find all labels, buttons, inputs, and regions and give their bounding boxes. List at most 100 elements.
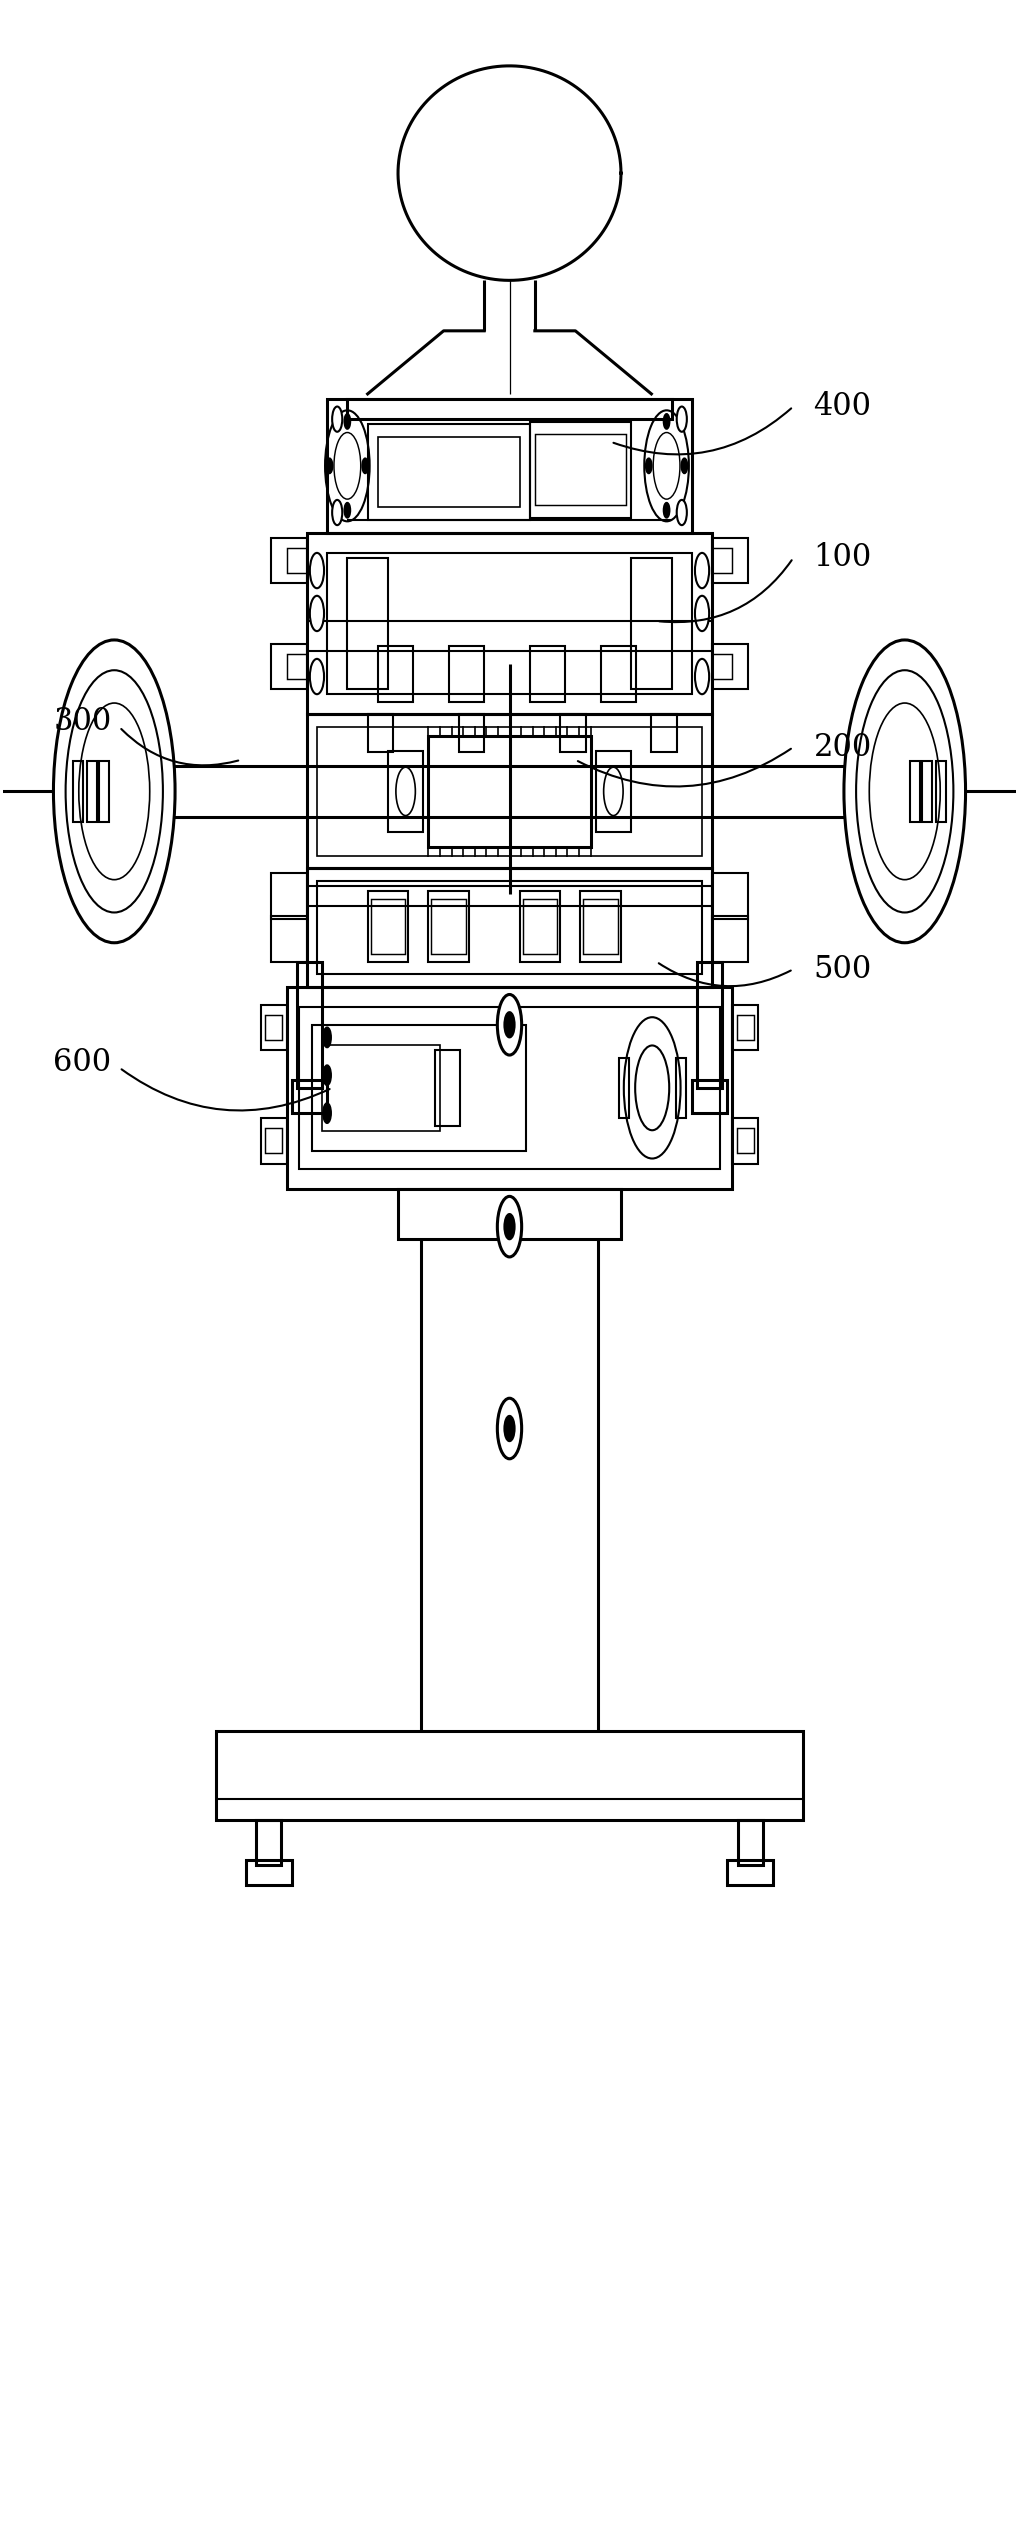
Bar xyxy=(737,1128,754,1153)
Text: 300: 300 xyxy=(53,706,112,738)
Bar xyxy=(271,873,307,918)
Bar xyxy=(286,986,733,1189)
Bar xyxy=(910,761,920,822)
Bar xyxy=(697,961,722,1087)
Circle shape xyxy=(323,1027,331,1047)
Bar xyxy=(307,867,712,986)
Bar xyxy=(347,400,672,420)
Bar xyxy=(368,425,530,521)
Bar xyxy=(261,1118,286,1163)
Bar xyxy=(368,890,409,961)
Bar xyxy=(560,713,586,751)
Circle shape xyxy=(695,660,709,693)
Bar xyxy=(692,1080,728,1113)
Circle shape xyxy=(332,501,342,526)
Bar xyxy=(317,726,702,855)
Bar xyxy=(317,880,702,974)
Bar xyxy=(291,1080,327,1113)
Circle shape xyxy=(504,1416,515,1442)
Bar xyxy=(631,559,672,690)
Bar xyxy=(87,761,97,822)
Circle shape xyxy=(497,994,522,1055)
Circle shape xyxy=(695,554,709,589)
Bar xyxy=(581,890,621,961)
Bar xyxy=(265,1128,282,1153)
Bar xyxy=(651,713,677,751)
Bar xyxy=(712,655,733,680)
Bar xyxy=(728,1859,773,1884)
Circle shape xyxy=(856,670,954,913)
Text: 500: 500 xyxy=(813,953,872,984)
Bar xyxy=(596,751,631,832)
Bar xyxy=(712,539,748,584)
Circle shape xyxy=(310,660,324,693)
Circle shape xyxy=(310,554,324,589)
Circle shape xyxy=(78,703,150,880)
Circle shape xyxy=(323,1065,331,1085)
Circle shape xyxy=(682,458,688,473)
Bar xyxy=(733,1004,758,1050)
Bar xyxy=(256,1821,281,1864)
Bar xyxy=(712,915,748,961)
Bar xyxy=(428,890,469,961)
Polygon shape xyxy=(398,66,621,281)
Bar xyxy=(523,898,557,953)
Circle shape xyxy=(695,597,709,632)
Bar xyxy=(271,539,307,584)
Bar xyxy=(712,645,748,690)
Circle shape xyxy=(53,640,175,943)
Bar xyxy=(535,435,626,506)
Bar xyxy=(530,647,566,701)
Circle shape xyxy=(344,503,351,518)
Bar xyxy=(530,422,631,518)
Bar xyxy=(216,1732,803,1821)
Bar xyxy=(448,647,484,701)
Bar xyxy=(271,645,307,690)
Text: 400: 400 xyxy=(813,392,871,422)
Circle shape xyxy=(869,703,941,880)
Bar xyxy=(271,915,307,961)
Bar xyxy=(388,751,423,832)
Bar xyxy=(368,713,393,751)
Text: 200: 200 xyxy=(813,731,872,764)
Bar xyxy=(286,655,307,680)
Bar xyxy=(922,761,932,822)
Bar xyxy=(246,1859,291,1884)
Bar xyxy=(584,898,618,953)
Bar xyxy=(327,400,692,534)
Bar xyxy=(371,898,406,953)
Circle shape xyxy=(663,415,669,430)
Bar xyxy=(286,549,307,574)
Circle shape xyxy=(504,1012,515,1037)
Circle shape xyxy=(504,1214,515,1239)
Circle shape xyxy=(497,1196,522,1257)
Text: 600: 600 xyxy=(53,1047,111,1077)
Bar xyxy=(297,961,322,1087)
Circle shape xyxy=(323,1103,331,1123)
Bar xyxy=(676,1057,686,1118)
Bar xyxy=(312,1024,526,1151)
Circle shape xyxy=(362,458,368,473)
Bar xyxy=(733,1118,758,1163)
Bar xyxy=(378,647,414,701)
Bar xyxy=(378,438,520,508)
Bar xyxy=(431,898,466,953)
Bar xyxy=(459,713,484,751)
Bar xyxy=(435,1050,460,1125)
Circle shape xyxy=(677,501,687,526)
Bar xyxy=(307,534,712,713)
Circle shape xyxy=(663,503,669,518)
Circle shape xyxy=(65,670,163,913)
Circle shape xyxy=(646,458,652,473)
Bar xyxy=(619,1057,629,1118)
Text: 100: 100 xyxy=(813,541,872,574)
Bar xyxy=(347,559,388,690)
Circle shape xyxy=(326,458,332,473)
Bar xyxy=(398,1189,621,1239)
Bar xyxy=(261,1004,286,1050)
Bar xyxy=(145,766,874,817)
Circle shape xyxy=(497,1399,522,1459)
Bar xyxy=(712,873,748,918)
Bar xyxy=(520,890,560,961)
Circle shape xyxy=(844,640,966,943)
